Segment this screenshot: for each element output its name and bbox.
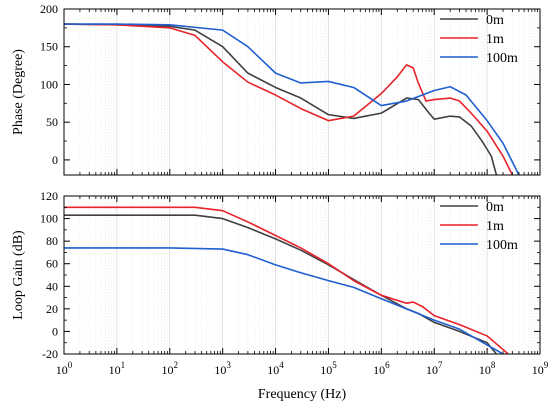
phase-series-100m-line xyxy=(64,23,520,175)
x-tick-label: 107 xyxy=(426,360,443,377)
y-tick-label: 80 xyxy=(46,234,58,248)
y-tick-label: 50 xyxy=(46,115,58,129)
y-tick-label: 100 xyxy=(40,77,58,91)
gain-legend: 0m 1m 100m xyxy=(440,200,518,253)
gain-series xyxy=(64,206,509,354)
x-tick-label: 101 xyxy=(109,360,126,377)
phase-gridlines xyxy=(63,9,541,175)
y-tick-label: 60 xyxy=(46,257,58,271)
y-tick-label: 0 xyxy=(52,324,58,338)
x-tick-label: 108 xyxy=(479,360,496,377)
y-tick-label: -20 xyxy=(42,347,58,361)
y-tick-label: 150 xyxy=(40,40,58,54)
y-tick-label: 20 xyxy=(46,302,58,316)
x-tick-label: 100 xyxy=(56,360,73,377)
phase-axis-ticks xyxy=(63,8,541,175)
phase-series-1m-line xyxy=(64,23,514,175)
legend-label: 100m xyxy=(486,238,518,253)
phase-series-0m-line xyxy=(64,23,498,175)
legend-label: 0m xyxy=(486,13,504,28)
y-tick-label: 200 xyxy=(40,2,58,16)
phase-y-axis-title: Phase (Degree) xyxy=(11,49,26,135)
x-tick-labels: 100 101 102 103 104 105 106 107 108 109 xyxy=(56,360,549,377)
gain-gridlines xyxy=(63,196,541,354)
phase-legend: 0m 1m 100m xyxy=(440,13,518,66)
phase-plot-frame xyxy=(63,8,541,176)
gain-series-1m-line xyxy=(64,206,509,354)
gain-y-axis-title: Loop Gain (dB) xyxy=(11,230,26,320)
y-tick-label: 0 xyxy=(52,153,58,167)
y-tick-label: 100 xyxy=(40,212,58,226)
gain-plot-frame xyxy=(63,195,541,355)
x-tick-label: 109 xyxy=(532,360,549,377)
phase-series xyxy=(64,23,520,175)
gain-series-0m-line xyxy=(64,214,498,354)
legend-label: 100m xyxy=(486,51,518,66)
legend-label: 1m xyxy=(486,32,504,47)
x-axis-title: Frequency (Hz) xyxy=(258,387,347,402)
gain-plot-panel: -20 0 20 40 60 80 100 120 Loop Gain (dB) 0m 1m 10… xyxy=(11,189,541,361)
x-tick-label: 102 xyxy=(162,360,179,377)
gain-series-100m-line xyxy=(64,247,504,354)
phase-plot-panel: 0 50 100 150 200 Phase (Degree) 0m 1m 100m xyxy=(11,2,541,176)
legend-label: 1m xyxy=(486,219,504,234)
x-tick-label: 104 xyxy=(267,360,284,377)
x-tick-label: 105 xyxy=(320,360,337,377)
legend-label: 0m xyxy=(486,200,504,215)
y-tick-label: 40 xyxy=(46,279,58,293)
gain-axis-ticks xyxy=(63,195,541,355)
x-tick-label: 103 xyxy=(214,360,231,377)
x-tick-label: 106 xyxy=(373,360,390,377)
y-tick-label: 120 xyxy=(40,189,58,203)
gain-y-tick-labels: -20 0 20 40 60 80 100 120 xyxy=(40,189,58,361)
phase-y-tick-labels: 0 50 100 150 200 xyxy=(40,2,58,167)
